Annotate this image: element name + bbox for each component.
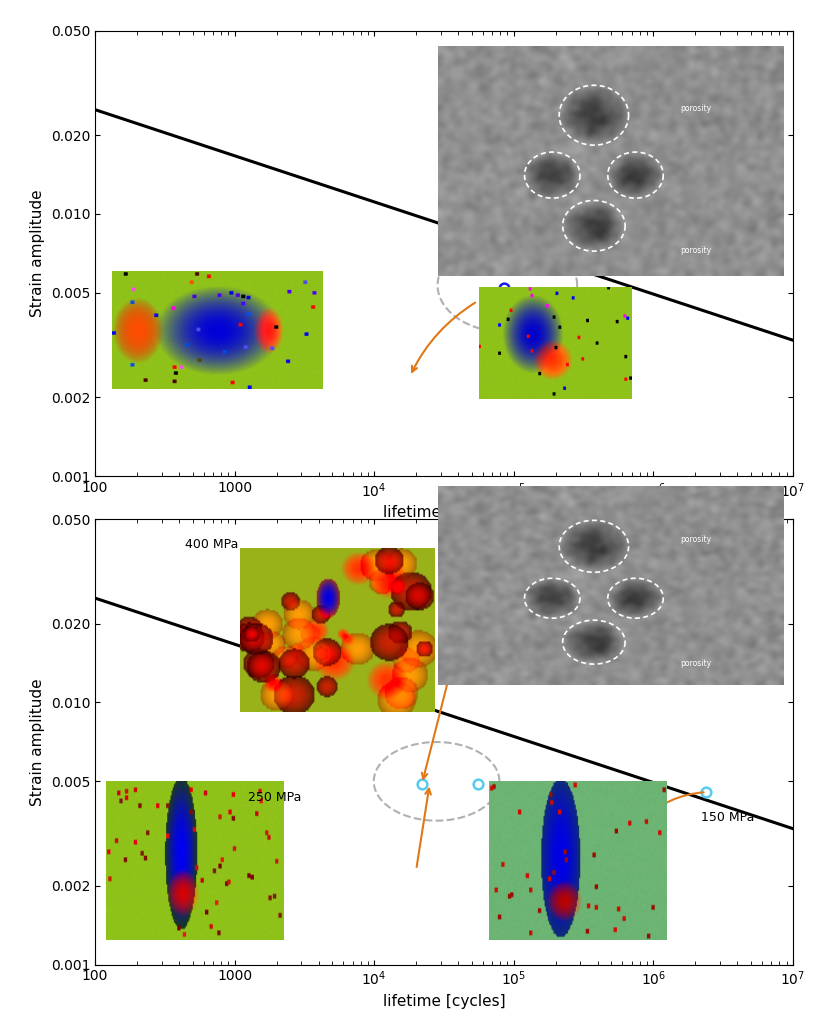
- Text: 150 MPa: 150 MPa: [701, 811, 754, 823]
- X-axis label: lifetime [cycles]: lifetime [cycles]: [382, 993, 506, 1009]
- Y-axis label: Strain amplitude: Strain amplitude: [30, 678, 45, 806]
- Text: porosity: porosity: [681, 103, 712, 113]
- Text: porosity: porosity: [681, 536, 712, 545]
- Text: 400 MPa: 400 MPa: [185, 538, 239, 551]
- Y-axis label: Strain amplitude: Strain amplitude: [30, 189, 45, 317]
- Text: porosity: porosity: [681, 247, 712, 255]
- Text: porosity: porosity: [681, 659, 712, 668]
- Text: 250 MPa: 250 MPa: [248, 791, 301, 804]
- X-axis label: lifetime [cycles]: lifetime [cycles]: [382, 505, 506, 520]
